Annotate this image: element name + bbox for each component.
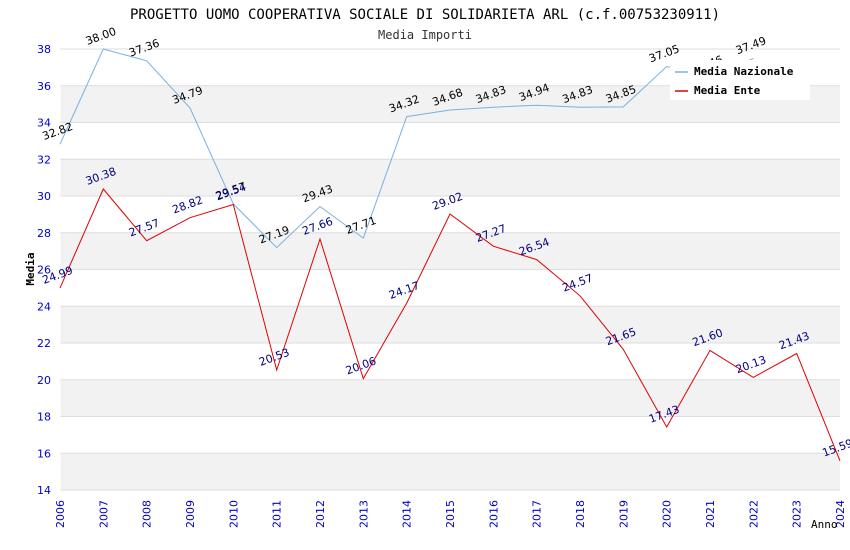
grid-lines: [60, 48, 840, 491]
y-tick-label: 38: [37, 43, 51, 56]
grid-band: [60, 122, 840, 160]
y-tick-label: 26: [37, 264, 51, 277]
series-lines: [59, 48, 841, 461]
x-tick-label: 2015: [444, 500, 457, 528]
x-tick-label: 2014: [401, 500, 414, 528]
y-axis-label: Media: [24, 252, 37, 285]
legend: Media Nazionale Media Ente: [670, 60, 810, 100]
grid-band: [60, 232, 840, 270]
x-tick-label: 2008: [141, 500, 154, 528]
x-tick-labels: 2006 2007 2008 2009 2010 2011 2012 2013 2014 2015…: [54, 500, 847, 528]
chart-subtitle: Media Importi: [378, 28, 472, 42]
y-tick-label: 36: [37, 80, 51, 93]
y-tick-label: 16: [37, 447, 51, 460]
x-tick-label: 2007: [97, 500, 110, 528]
x-tick-label: 2017: [531, 500, 544, 528]
legend-label-ente: Media Ente: [694, 84, 761, 97]
grid-band: [60, 343, 840, 380]
x-axis-label: Anno: [811, 518, 838, 531]
y-tick-label: 18: [37, 411, 51, 424]
x-tick-label: 2022: [747, 500, 760, 528]
grid-band: [60, 269, 840, 307]
chart-title: PROGETTO UOMO COOPERATIVA SOCIALE DI SOL…: [130, 7, 720, 23]
y-tick-label: 28: [37, 227, 51, 240]
x-tick-label: 2013: [357, 500, 370, 528]
y-tick-labels: 14 16 18 20 22 24 26 28 30 32 34 36 38: [37, 43, 51, 497]
x-tick-label: 2019: [617, 500, 630, 528]
y-tick-label: 34: [37, 117, 51, 130]
grid-band: [60, 306, 840, 343]
x-tick-label: 2024: [834, 500, 847, 528]
legend-box: [670, 60, 810, 100]
x-tick-label: 2011: [271, 500, 284, 528]
grid-band: [60, 159, 840, 196]
data-label: 38.00: [84, 25, 118, 48]
y-tick-label: 32: [37, 153, 51, 166]
y-tick-label: 20: [37, 374, 51, 387]
grid-band: [60, 453, 840, 490]
x-tick-label: 2010: [227, 500, 240, 528]
y-tick-label: 22: [37, 337, 51, 350]
x-tick-label: 2016: [487, 500, 500, 528]
x-tick-label: 2023: [791, 500, 804, 528]
y-tick-label: 30: [37, 190, 51, 203]
grid-band: [60, 416, 840, 454]
series-line-media-ente: [59, 188, 841, 461]
y-tick-label: 24: [37, 300, 51, 313]
series-line-media-nazionale: [59, 48, 754, 249]
x-tick-label: 2020: [661, 500, 674, 528]
x-tick-label: 2006: [54, 500, 67, 528]
x-tick-label: 2012: [314, 500, 327, 528]
grid-bands: [60, 49, 840, 490]
grid-band: [60, 379, 840, 417]
x-tick-label: 2009: [184, 500, 197, 528]
x-tick-label: 2018: [574, 500, 587, 528]
y-tick-label: 14: [37, 484, 51, 497]
x-tick-label: 2021: [704, 500, 717, 528]
legend-label-nazionale: Media Nazionale: [694, 65, 794, 78]
